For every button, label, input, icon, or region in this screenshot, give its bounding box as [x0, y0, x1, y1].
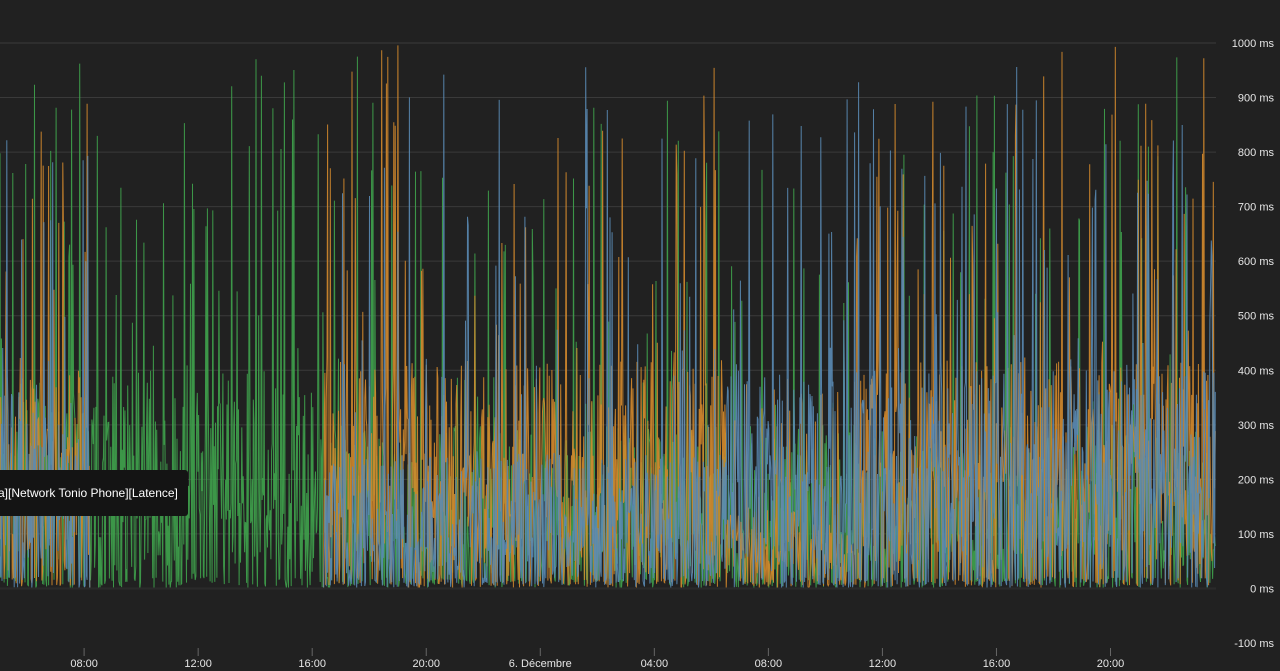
y-tick-label: 300 ms — [1238, 420, 1275, 432]
x-tick-label: 12:00 — [184, 658, 212, 670]
plot-area[interactable] — [0, 45, 1216, 590]
y-tick-label: 200 ms — [1238, 474, 1275, 486]
y-tick-label: 0 ms — [1250, 583, 1274, 595]
y-tick-label: 100 ms — [1238, 529, 1275, 541]
y-tick-label: 500 ms — [1238, 311, 1275, 323]
x-tick-label: 08:00 — [70, 658, 98, 670]
y-tick-label: 400 ms — [1238, 365, 1275, 377]
x-axis: 08:00 12:00 16:00 20:00 6. Décembre 04:00 08:0… — [70, 648, 1124, 670]
tooltip-label: a][Network Tonio Phone][Latence] — [0, 486, 178, 500]
x-tick-label: 08:00 — [755, 658, 783, 670]
x-tick-label: 20:00 — [1097, 658, 1125, 670]
series-tooltip: a][Network Tonio Phone][Latence] — [0, 470, 188, 516]
x-tick-label: 04:00 — [641, 658, 669, 670]
y-tick-label: 800 ms — [1238, 147, 1275, 159]
x-tick-label: 16:00 — [298, 658, 326, 670]
y-tick-label: 1000 ms — [1232, 38, 1275, 50]
x-tick-label: 12:00 — [869, 658, 897, 670]
x-tick-label: 6. Décembre — [509, 658, 572, 670]
y-tick-label: 700 ms — [1238, 202, 1275, 214]
y-axis: 1000 ms 900 ms 800 ms 700 ms 600 ms 500 ms 400… — [1232, 38, 1275, 650]
y-tick-label: 600 ms — [1238, 256, 1275, 268]
x-tick-label: 20:00 — [412, 658, 440, 670]
y-tick-label: -100 ms — [1234, 638, 1274, 650]
x-tick-label: 16:00 — [983, 658, 1011, 670]
y-tick-label: 900 ms — [1238, 93, 1275, 105]
